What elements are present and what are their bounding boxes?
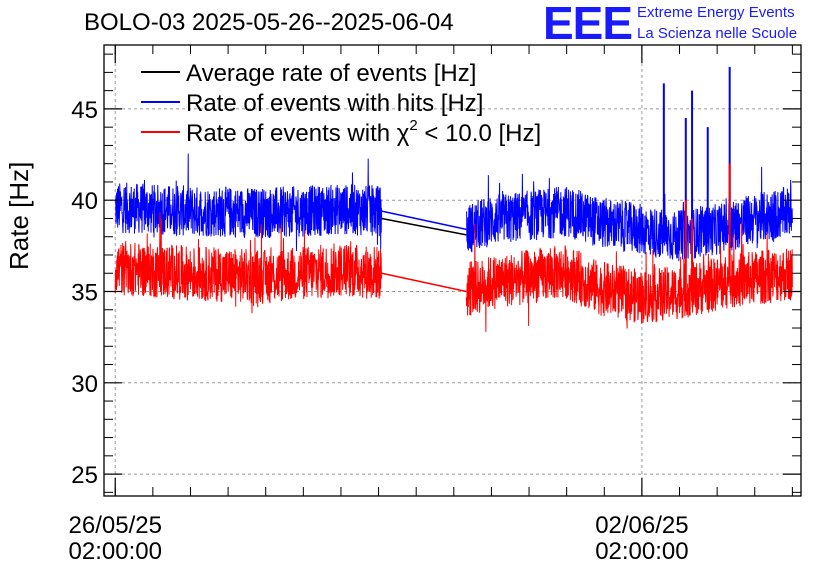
legend-label-3: Rate of events with χ2 < 10.0 [Hz]: [186, 117, 541, 147]
y-tick-label: 40: [71, 188, 98, 215]
legend-label-1: Average rate of events [Hz]: [186, 60, 476, 87]
axis-layer: 253035404526/05/2502:00:0002/06/2502:00:…: [69, 45, 801, 565]
chi2-series-gap-bridge: [381, 272, 467, 293]
chi2-series-segment-2: [465, 222, 793, 332]
plot-frame: [103, 44, 802, 497]
chi2-series-segment-1: [114, 212, 383, 314]
hits-series-segment-2: [465, 166, 793, 262]
hits-series-segment-1: [114, 153, 383, 252]
x-tick-label-time: 02:00:00: [69, 538, 162, 565]
eee-logo-mark: EEE: [543, 0, 633, 49]
legend-label-2: Rate of events with hits [Hz]: [186, 90, 483, 117]
y-tick-label: 25: [71, 462, 98, 489]
x-tick-label-date: 02/06/25: [595, 512, 688, 539]
x-tick-label-time: 02:00:00: [595, 538, 688, 565]
average-series: [381, 217, 467, 236]
logo-line-2: La Scienza nelle Scuole: [637, 25, 798, 42]
y-tick-label: 30: [71, 371, 98, 398]
x-tick-label-date: 26/05/25: [69, 512, 162, 539]
chart-title: BOLO-03 2025-05-26--2025-06-04: [84, 9, 454, 36]
logo-line-1: Extreme Energy Events: [637, 4, 795, 21]
series-layer: [114, 66, 793, 332]
hits-series-gap-bridge: [381, 210, 467, 231]
y-tick-label: 45: [71, 97, 98, 124]
y-tick-label: 35: [71, 279, 98, 306]
legend: Average rate of events [Hz] Rate of event…: [141, 60, 541, 147]
